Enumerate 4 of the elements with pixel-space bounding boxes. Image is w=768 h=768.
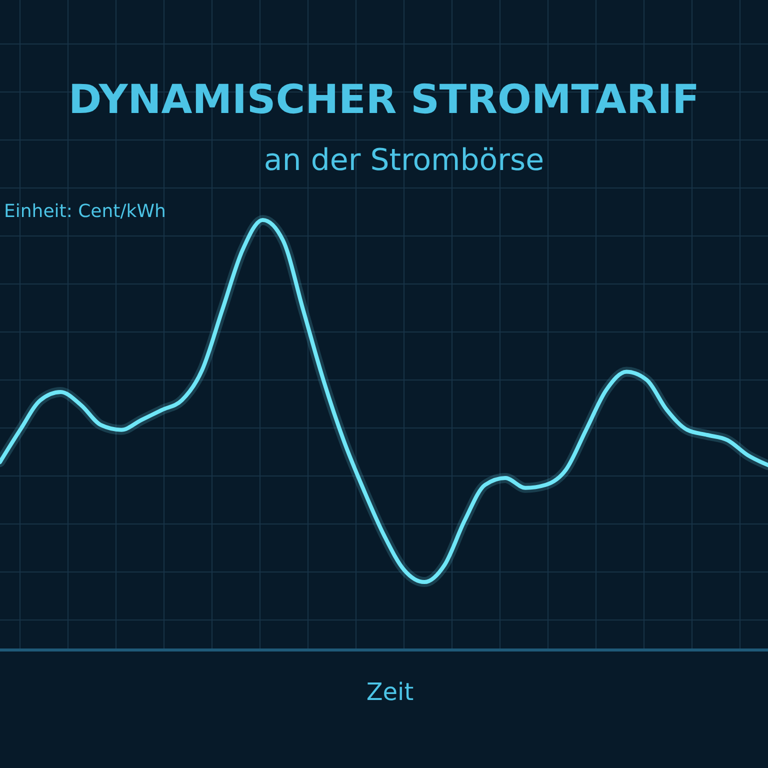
y-axis-title: Einheit: Cent/kWh: [4, 201, 166, 222]
chart-subtitle: an der Strombörse: [264, 143, 544, 178]
x-axis-title: Zeit: [366, 678, 414, 706]
chart-title: DYNAMISCHER STROMTARIF: [68, 77, 700, 123]
